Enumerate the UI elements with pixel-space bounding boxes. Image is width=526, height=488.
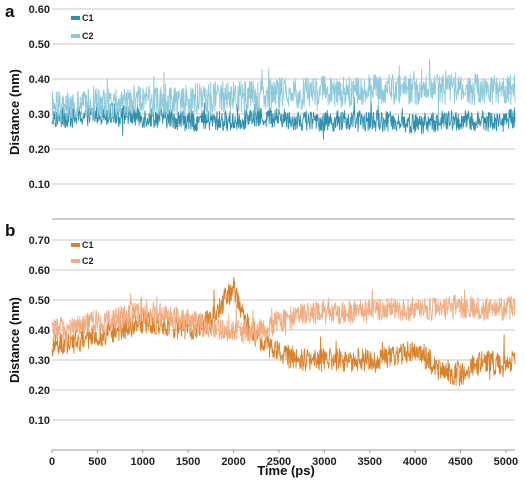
x-tick-label: 4500 — [448, 456, 472, 468]
panel-b-y-tick-labels: 0.70 0.60 0.50 0.40 0.30 0.20 0.10 — [29, 235, 50, 427]
series-line-c2 — [51, 58, 516, 123]
panel-a-legend: C1 C2 — [71, 13, 94, 41]
y-tick-label: 0.10 — [29, 415, 50, 427]
legend-swatch-c1 — [71, 243, 80, 247]
series-line-c1 — [51, 276, 516, 387]
x-tick-label: 0 — [49, 456, 55, 468]
panel-a-y-tick-labels: 0.60 0.50 0.40 0.30 0.20 0.10 — [29, 4, 50, 191]
x-tick-label: 3500 — [358, 456, 382, 468]
x-tick-label: 2500 — [267, 456, 291, 468]
y-tick-label: 0.40 — [29, 74, 50, 86]
legend-label-c2: C2 — [82, 31, 94, 41]
panel-a-y-axis-title: Distance (nm) — [7, 69, 22, 155]
y-tick-label: 0.40 — [29, 325, 50, 337]
x-tick-label: 2000 — [221, 456, 245, 468]
y-tick-label: 0.20 — [29, 385, 50, 397]
legend-label-c1: C1 — [82, 240, 94, 250]
legend-swatch-c2 — [71, 34, 80, 38]
y-tick-label: 0.20 — [29, 144, 50, 156]
panel-b-x-axis-title: Time (ps) — [257, 463, 315, 478]
legend-label-c2: C2 — [82, 256, 94, 266]
y-tick-label: 0.70 — [29, 235, 50, 247]
y-tick-label: 0.30 — [29, 355, 50, 367]
y-tick-label: 0.50 — [29, 295, 50, 307]
panel-a-gridlines — [52, 8, 515, 185]
x-tick-label: 4000 — [403, 456, 427, 468]
x-tick-label: 1000 — [131, 456, 155, 468]
x-tick-label: 500 — [88, 456, 106, 468]
y-tick-label: 0.50 — [29, 39, 50, 51]
panel-b-legend: C1 C2 — [71, 240, 94, 266]
panel-a-series — [51, 58, 516, 140]
panel-b: b 0.70 0.60 0.50 0.40 0.30 0.20 0.10 0 500 1000 1… — [5, 221, 518, 478]
y-tick-label: 0.60 — [29, 265, 50, 277]
x-tick-label: 1500 — [176, 456, 200, 468]
panel-b-gridlines — [52, 239, 515, 421]
legend-swatch-c2 — [71, 259, 80, 263]
panel-a: a 0.60 0.50 0.40 0.30 0.20 0.10 Distance (nm)… — [5, 2, 516, 220]
y-tick-label: 0.60 — [29, 4, 50, 16]
panel-b-y-axis-title: Distance (nm) — [7, 297, 22, 383]
x-tick-label: 3000 — [312, 456, 336, 468]
y-tick-label: 0.30 — [29, 109, 50, 121]
x-tick-label: 5000 — [494, 456, 518, 468]
panel-b-series — [51, 276, 516, 387]
series-line-c2 — [51, 288, 516, 345]
panel-b-letter: b — [5, 221, 15, 240]
panel-b-x-tick-labels: 0 500 1000 1500 2000 2500 3000 3500 4000 4500 5000 — [49, 450, 518, 468]
y-tick-label: 0.10 — [29, 179, 50, 191]
panel-a-letter: a — [5, 2, 15, 21]
legend-swatch-c1 — [71, 16, 80, 20]
legend-label-c1: C1 — [82, 13, 94, 23]
